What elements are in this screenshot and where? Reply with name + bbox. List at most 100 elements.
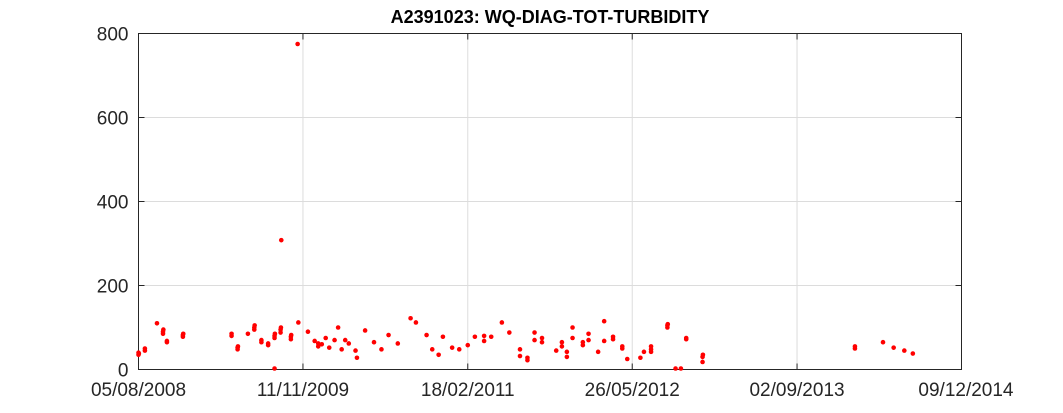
x-tick-label: 05/08/2008 [91, 380, 186, 401]
y-tick-label: 400 [97, 193, 129, 214]
data-point [619, 344, 625, 349]
data-point [532, 330, 537, 335]
data-point [272, 366, 277, 371]
data-point [429, 347, 435, 352]
data-point [229, 331, 234, 337]
x-tick-label: 09/12/2014 [918, 380, 1014, 401]
data-point [638, 355, 643, 361]
data-point [319, 342, 325, 347]
data-point [305, 329, 311, 335]
x-tick-label: 11/11/2009 [257, 380, 349, 401]
data-point [564, 354, 570, 360]
data-point [161, 327, 166, 332]
data-point [164, 338, 170, 344]
data-point [559, 339, 565, 345]
data-point [315, 341, 321, 346]
data-point [586, 337, 591, 343]
data-point [880, 339, 886, 345]
data-point [354, 355, 360, 361]
data-point [481, 333, 487, 339]
data-point [580, 339, 586, 345]
data-point [559, 344, 565, 349]
data-point [601, 338, 607, 344]
data-point [386, 332, 391, 338]
x-tick-label: 18/02/2011 [421, 380, 515, 401]
data-point [910, 351, 916, 356]
data-point [323, 335, 328, 341]
data-point [465, 342, 471, 348]
data-point [481, 338, 487, 344]
data-point [278, 237, 284, 243]
x-axis: 05/08/2008 11/11/2009 18/02/2011 26/05/2012… [91, 33, 1014, 401]
y-tick-label: 0 [118, 361, 129, 382]
y-tick-label: 200 [97, 277, 129, 298]
data-point [413, 320, 419, 325]
data-point [595, 349, 601, 355]
chart-title: A2391023: WQ-DIAG-TOT-TURBIDITY [391, 7, 710, 27]
data-point [553, 348, 559, 353]
data-point [517, 347, 523, 352]
data-point [683, 336, 689, 342]
data-point [852, 344, 858, 349]
data-point [456, 347, 462, 352]
data-point [295, 41, 300, 47]
data-point [252, 323, 257, 328]
data-point [154, 321, 160, 326]
data-point [570, 325, 575, 330]
data-point [564, 349, 570, 355]
grid-lines [138, 33, 962, 370]
data-point [332, 337, 337, 343]
data-point [610, 334, 616, 340]
data-points [136, 41, 916, 371]
data-point [641, 349, 647, 355]
data-point [586, 331, 591, 337]
data-point [891, 345, 896, 350]
data-point [440, 334, 446, 340]
data-point [371, 339, 377, 345]
data-point [507, 330, 512, 335]
x-tick-label: 26/05/2012 [585, 380, 680, 401]
data-point [539, 339, 545, 345]
data-point [379, 347, 384, 352]
data-point [296, 320, 301, 325]
data-point [665, 321, 671, 327]
data-point [525, 357, 530, 363]
data-point [902, 348, 907, 353]
data-point [673, 366, 678, 371]
data-point [272, 331, 278, 337]
data-point [517, 353, 523, 359]
data-point [265, 341, 271, 346]
y-tick-label: 600 [97, 109, 129, 130]
data-point [136, 351, 142, 356]
data-point [259, 337, 264, 343]
data-point [499, 320, 505, 325]
data-point [408, 315, 413, 321]
data-point [532, 337, 537, 343]
y-axis: 0 200 400 600 800 [97, 25, 962, 382]
data-point [488, 334, 494, 340]
data-point [570, 335, 575, 341]
data-point [180, 331, 186, 337]
data-point [395, 341, 401, 346]
data-point [278, 325, 284, 330]
data-point [335, 325, 341, 330]
data-point [235, 344, 241, 349]
data-point [449, 345, 455, 350]
data-point [288, 332, 294, 338]
data-point [424, 332, 429, 338]
data-point [142, 346, 148, 351]
data-point [346, 341, 352, 346]
data-point [312, 338, 317, 344]
data-point [700, 352, 706, 358]
data-point [601, 318, 607, 324]
data-point [353, 348, 358, 353]
data-point [700, 359, 705, 365]
data-point [678, 366, 684, 371]
x-tick-label: 02/09/2013 [749, 380, 844, 401]
data-point [339, 347, 344, 352]
data-point [362, 328, 368, 333]
data-point [245, 331, 251, 337]
data-point [326, 345, 332, 350]
y-tick-label: 800 [97, 25, 129, 46]
